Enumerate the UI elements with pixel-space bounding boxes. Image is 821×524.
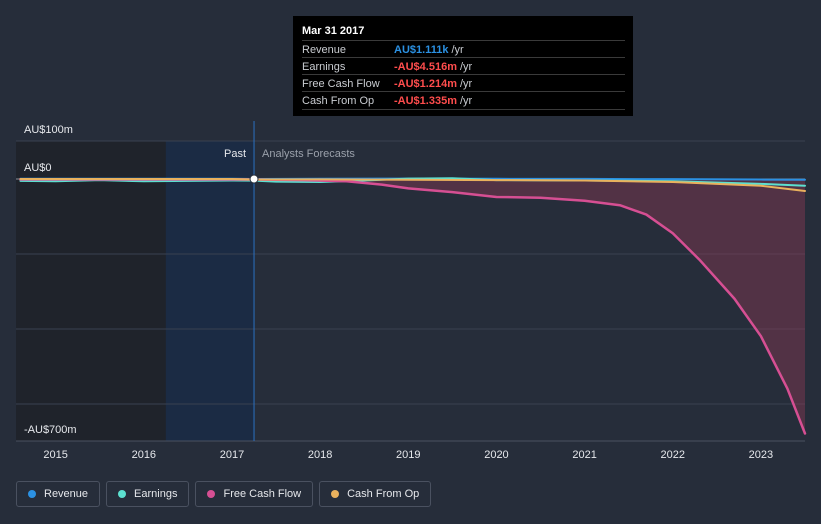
highlight-region-background [165,141,255,441]
cash-from-op-dot-icon [331,490,340,498]
tooltip-row-value: AU$1.111k/yr [394,44,464,56]
tooltip-row-value: -AU$1.335m/yr [394,95,473,107]
tooltip-row-revenue: Revenue AU$1.111k/yr [302,40,625,58]
legend-item-free-cash-flow[interactable]: Free Cash Flow [195,481,314,507]
x-tick-label: 2018 [308,449,332,461]
tooltip-row-free-cash-flow: Free Cash Flow -AU$1.214m/yr [302,74,625,92]
x-tick-label: 2020 [484,449,508,461]
tooltip-row-label: Earnings [302,61,346,73]
x-tick-label: 2022 [661,449,685,461]
focus-point-marker [249,174,259,184]
x-tick-label: 2019 [396,449,420,461]
tooltip-row-earnings: Earnings -AU$4.516m/yr [302,57,625,75]
tooltip-date: Mar 31 2017 [302,25,365,37]
data-tooltip: Mar 31 2017 Revenue AU$1.111k/yr Earning… [293,16,633,116]
tooltip-row-label: Free Cash Flow [302,78,380,90]
legend-label: Cash From Op [347,488,420,500]
tooltip-row-value: -AU$1.214m/yr [394,78,473,90]
free-cash-flow-dot-icon [207,490,216,498]
y-axis-label-bottom: -AU$700m [24,424,77,436]
legend-item-earnings[interactable]: Earnings [106,481,190,507]
region-label-forecast: Analysts Forecasts [262,148,355,160]
x-tick-label: 2015 [43,449,67,461]
tooltip-row-label: Cash From Op [302,95,375,107]
legend-label: Free Cash Flow [223,488,302,500]
tooltip-row-label: Revenue [302,44,347,56]
tooltip-row-value: -AU$4.516m/yr [394,61,473,73]
earnings-dot-icon [118,490,127,498]
legend-item-cash-from-op[interactable]: Cash From Op [319,481,432,507]
legend-item-revenue[interactable]: Revenue [16,481,101,507]
revenue-dot-icon [28,490,36,498]
legend-label: Revenue [44,488,89,500]
region-label-past: Past [224,148,246,160]
chart-legend: Revenue Earnings Free Cash Flow Cash Fro… [16,481,432,509]
tooltip-row-cash-from-op: Cash From Op -AU$1.335m/yr [302,91,625,110]
x-tick-label: 2021 [572,449,596,461]
past-region-background [16,141,166,441]
y-axis-label-top: AU$100m [24,124,73,136]
x-tick-label: 2017 [220,449,244,461]
series-line-cash-from-op [19,178,806,192]
x-tick-label: 2016 [132,449,156,461]
legend-label: Earnings [134,488,178,500]
x-tick-label: 2023 [749,449,773,461]
y-axis-label-zero: AU$0 [24,162,52,174]
forecast-shaded-area [254,179,805,434]
